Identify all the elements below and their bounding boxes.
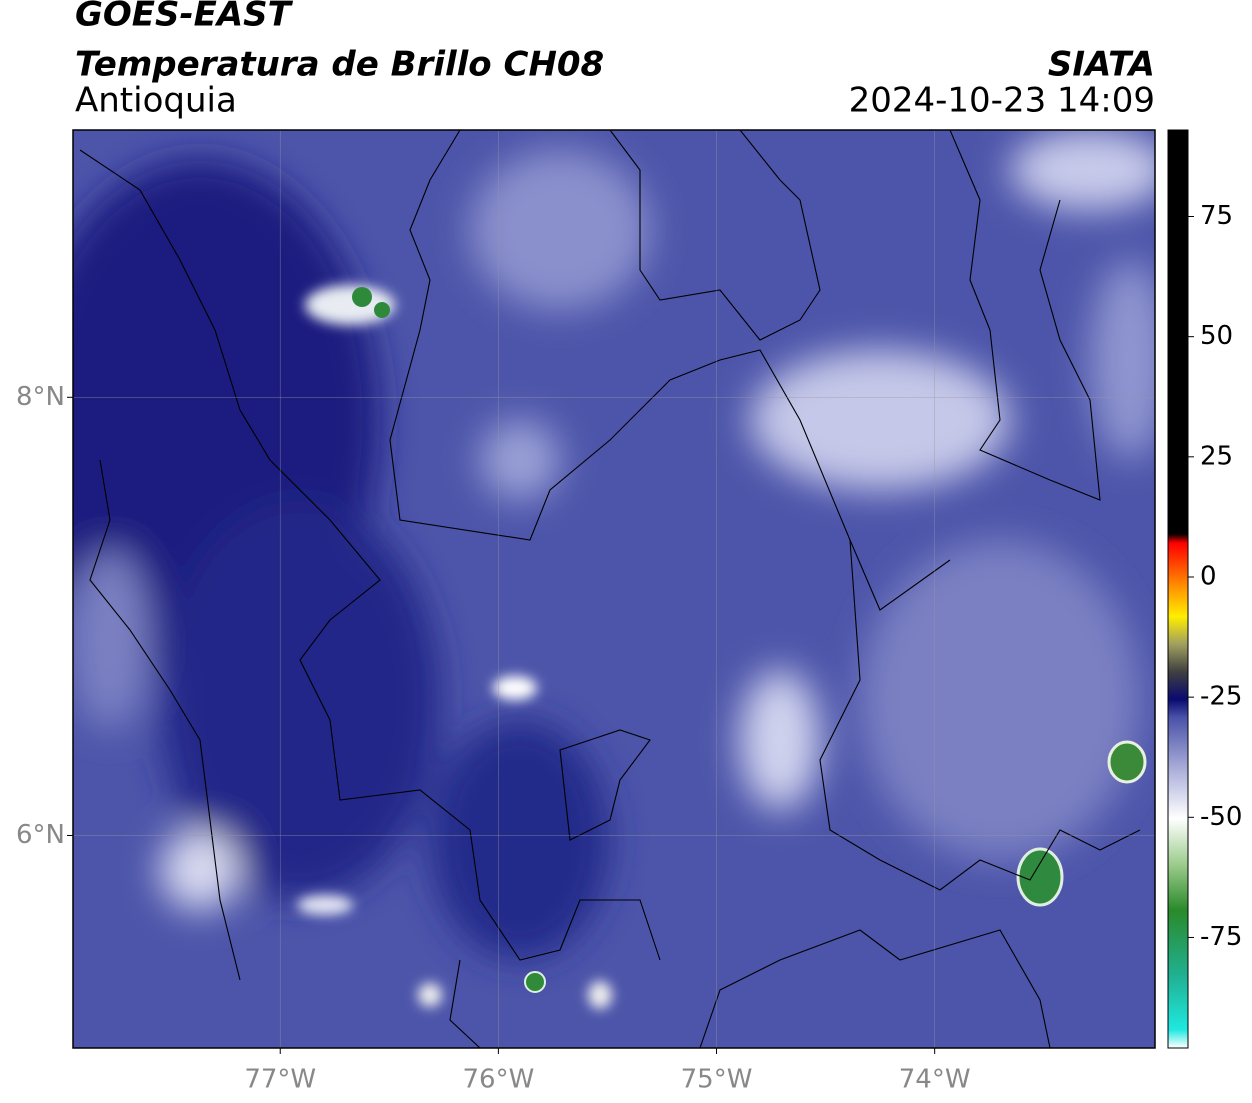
map-frame bbox=[72, 129, 1156, 1049]
region: Antioquia bbox=[75, 81, 237, 121]
y-tick-label: 6°N bbox=[16, 820, 65, 850]
x-tick-label: 77°W bbox=[244, 1065, 316, 1095]
colorbar-tick-label: -25 bbox=[1200, 682, 1242, 712]
colorbar-tick-label: -50 bbox=[1200, 802, 1242, 832]
colorbar bbox=[1167, 129, 1189, 1049]
colorbar-tick-label: 75 bbox=[1200, 201, 1233, 231]
colorbar-tick-label: -75 bbox=[1200, 922, 1242, 952]
subtitle: Temperatura de Brillo CH08 bbox=[75, 45, 604, 85]
x-tick-label: 75°W bbox=[681, 1065, 753, 1095]
colorbar-tick-label: 0 bbox=[1200, 561, 1217, 591]
x-tick-label: 74°W bbox=[899, 1065, 971, 1095]
colorbar-tick-label: 50 bbox=[1200, 321, 1233, 351]
title: GOES-EAST bbox=[75, 0, 294, 35]
y-tick-label: 8°N bbox=[16, 382, 65, 412]
x-tick-label: 76°W bbox=[462, 1065, 534, 1095]
datetime: 2024-10-23 14:09 bbox=[849, 81, 1155, 121]
map-image bbox=[73, 130, 1155, 1048]
colorbar-tick-label: 25 bbox=[1200, 441, 1233, 471]
source: SIATA bbox=[1048, 45, 1155, 85]
